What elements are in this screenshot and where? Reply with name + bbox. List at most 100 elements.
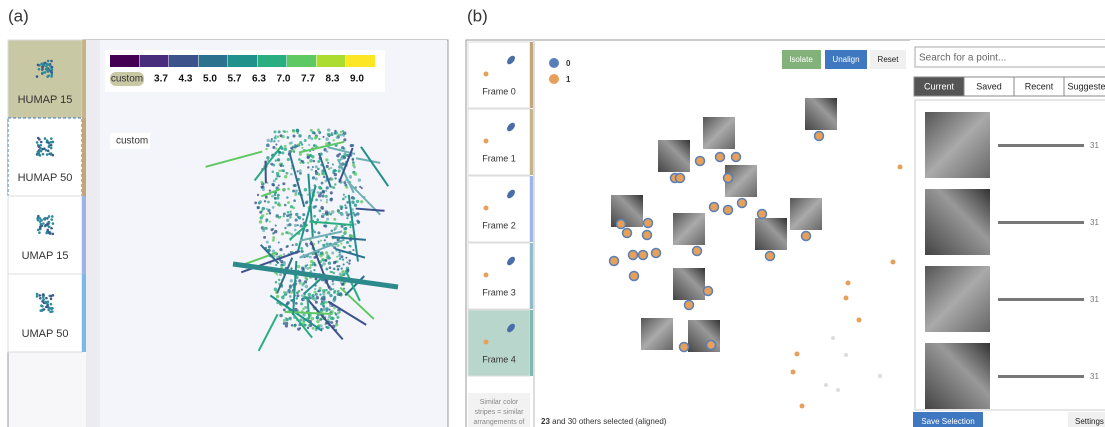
embedding-dot (294, 218, 298, 222)
tab[interactable] (1063, 76, 1105, 97)
selected-point[interactable] (691, 245, 703, 257)
image-thumb[interactable] (658, 140, 690, 172)
selected-point[interactable] (708, 201, 720, 213)
selected-point[interactable] (608, 255, 620, 267)
selected-point[interactable] (628, 270, 640, 282)
frame-tile[interactable] (7, 195, 83, 275)
point[interactable] (843, 295, 849, 301)
embedding-dot (283, 203, 287, 207)
embedding-dot (321, 190, 326, 194)
point[interactable] (790, 369, 796, 375)
image-thumb[interactable] (755, 218, 787, 250)
embedding-dot (292, 184, 296, 187)
embedding-dot (311, 176, 316, 180)
point[interactable] (897, 164, 903, 170)
embedding-dot (303, 187, 308, 192)
isolate-button[interactable] (782, 50, 821, 69)
thumb-dot (42, 222, 45, 225)
frame-tile[interactable] (467, 242, 531, 310)
point[interactable] (845, 280, 851, 286)
selected-point[interactable] (705, 339, 717, 351)
frame-tile[interactable] (467, 41, 531, 109)
embedding-dot (322, 300, 326, 304)
selected-point[interactable] (694, 155, 706, 167)
point[interactable] (890, 259, 896, 265)
selected-point[interactable] (722, 204, 734, 216)
embedding-dot (273, 196, 277, 200)
reset-button[interactable] (870, 50, 906, 69)
selected-point[interactable] (641, 229, 653, 241)
point[interactable] (794, 351, 800, 357)
selected-point[interactable] (642, 217, 654, 229)
image-thumb[interactable] (641, 318, 673, 350)
embedding-rod (344, 275, 365, 297)
selected-point[interactable] (621, 227, 633, 239)
embedding-dot (333, 172, 337, 177)
thumb-dot (46, 59, 50, 63)
embedding-dot (287, 187, 290, 191)
embedding-dot (279, 313, 283, 318)
frame-label: Frame 1 (482, 153, 516, 163)
thumb-dot (40, 62, 43, 66)
image-thumb[interactable] (673, 213, 705, 245)
embedding-dot (295, 297, 299, 300)
selected-point[interactable] (678, 341, 690, 353)
frame-tile[interactable] (467, 108, 531, 176)
selected-point[interactable] (800, 230, 812, 242)
colorbar-swatch (257, 55, 287, 67)
embedding-dot (344, 204, 347, 207)
embedding-dot (307, 292, 312, 297)
selected-point[interactable] (764, 250, 776, 262)
selected-point[interactable] (722, 172, 734, 184)
selected-point[interactable] (714, 151, 726, 163)
save-button[interactable] (913, 412, 983, 427)
embedding-dot (329, 166, 333, 170)
frame-tile[interactable] (7, 117, 83, 197)
selected-point[interactable] (756, 208, 768, 220)
frame-tile[interactable] (7, 273, 83, 353)
image-thumb[interactable] (673, 268, 705, 300)
embedding-dot (329, 191, 333, 195)
image-thumb[interactable] (805, 98, 837, 130)
thumb-dot (39, 143, 43, 147)
embedding-dot (314, 165, 318, 169)
selected-point[interactable] (683, 299, 695, 311)
selected-point[interactable] (813, 130, 825, 142)
frame-note: arrangements of (474, 419, 525, 426)
image-thumb[interactable] (790, 198, 822, 230)
faded-point (831, 336, 835, 340)
selected-point[interactable] (637, 249, 649, 261)
embedding-rod (306, 296, 311, 319)
unalign-button[interactable] (825, 50, 867, 69)
embedding-dot (309, 259, 314, 264)
result-image[interactable] (925, 266, 990, 332)
thumb-dot (51, 232, 55, 236)
frame-tile[interactable] (467, 175, 531, 243)
point[interactable] (799, 403, 805, 409)
selected-point[interactable] (627, 249, 639, 261)
image-thumb[interactable] (611, 195, 643, 227)
selected-point[interactable] (615, 218, 627, 230)
embedding-dot (343, 230, 347, 234)
search-box[interactable] (914, 46, 1105, 68)
frame-tile[interactable] (7, 39, 83, 119)
settings-button[interactable] (1068, 412, 1105, 427)
embedding-dot (289, 279, 294, 283)
result-image[interactable] (925, 112, 990, 178)
selected-point[interactable] (730, 151, 742, 163)
result-image[interactable] (925, 343, 990, 409)
preset-chip[interactable] (110, 72, 144, 86)
selected-point[interactable] (736, 197, 748, 209)
frame-tile[interactable] (467, 309, 531, 377)
embedding-dot (336, 289, 340, 293)
embedding-dot (307, 166, 310, 169)
result-image[interactable] (925, 189, 990, 255)
thumb-dot (39, 222, 43, 226)
point[interactable] (856, 317, 862, 323)
image-thumb[interactable] (703, 117, 735, 149)
thumb-dot (45, 305, 49, 309)
selected-point[interactable] (674, 172, 686, 184)
selected-point[interactable] (702, 285, 714, 297)
selected-point[interactable] (650, 247, 662, 259)
embedding-dot (345, 211, 348, 215)
